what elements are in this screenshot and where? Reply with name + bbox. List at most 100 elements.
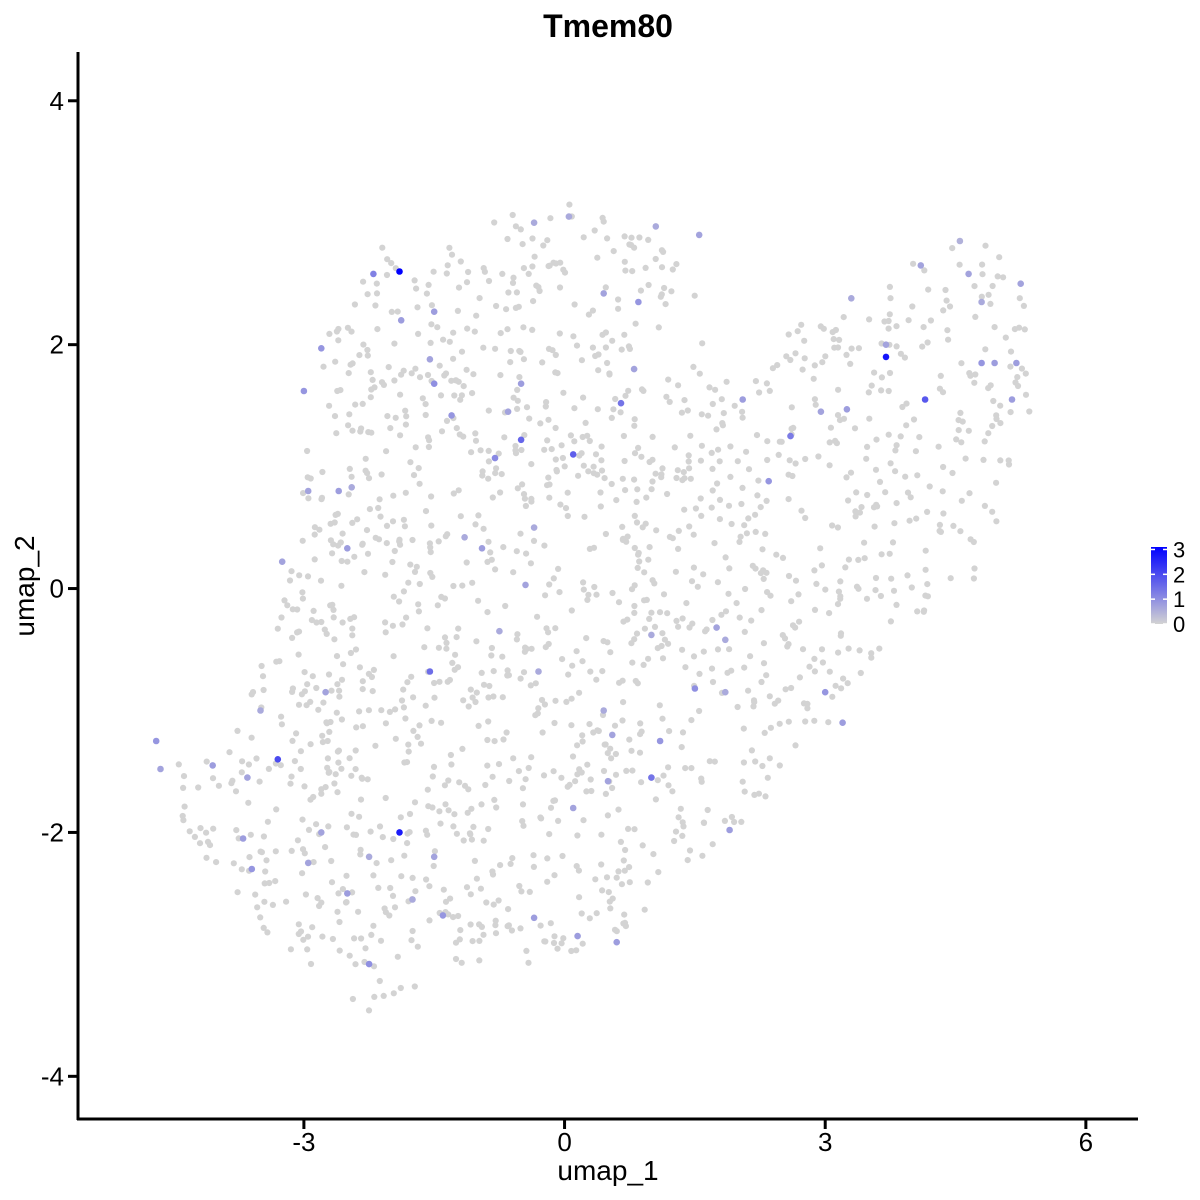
cell-point bbox=[633, 498, 640, 505]
cell-point bbox=[293, 730, 300, 737]
cell-point bbox=[438, 593, 445, 601]
cell-point bbox=[489, 494, 496, 501]
cell-point bbox=[497, 489, 504, 496]
cell-point bbox=[690, 531, 697, 538]
cell-point bbox=[853, 583, 861, 590]
cell-point bbox=[734, 703, 741, 711]
cell-point bbox=[353, 724, 360, 731]
cell-point bbox=[358, 425, 365, 432]
cell-point bbox=[409, 874, 416, 882]
colorbar bbox=[1151, 547, 1167, 624]
cell-point bbox=[294, 606, 301, 613]
cell-point bbox=[675, 623, 682, 630]
cell-point bbox=[847, 360, 854, 367]
expressing-cell-point bbox=[522, 581, 529, 589]
cell-point bbox=[750, 697, 758, 704]
cell-point bbox=[325, 671, 333, 678]
cell-point bbox=[378, 379, 386, 386]
cell-point bbox=[810, 375, 817, 382]
cell-point bbox=[452, 651, 459, 658]
cell-point bbox=[924, 593, 932, 600]
expressing-cell-point bbox=[478, 545, 486, 552]
cell-point bbox=[317, 577, 325, 584]
cell-point bbox=[325, 769, 332, 776]
cell-point bbox=[885, 325, 892, 332]
cell-point bbox=[379, 834, 386, 841]
cell-point bbox=[638, 779, 645, 786]
cell-point bbox=[427, 339, 434, 346]
cell-point bbox=[358, 935, 365, 942]
cell-point bbox=[528, 754, 535, 761]
cell-point bbox=[653, 527, 660, 534]
cell-point bbox=[740, 725, 747, 732]
cell-point bbox=[558, 774, 565, 781]
cell-point bbox=[957, 409, 964, 416]
cell-point bbox=[186, 828, 193, 835]
cell-point bbox=[482, 781, 489, 789]
cell-point bbox=[544, 878, 551, 885]
cell-point bbox=[590, 463, 597, 470]
cell-point bbox=[406, 829, 413, 836]
cell-point bbox=[445, 777, 452, 784]
cell-point bbox=[434, 324, 441, 331]
cell-point bbox=[436, 808, 443, 815]
cell-point bbox=[997, 457, 1004, 464]
cell-point bbox=[390, 990, 397, 997]
expressing-cell-point bbox=[397, 317, 405, 324]
cell-point bbox=[989, 282, 996, 290]
cell-point bbox=[944, 327, 951, 334]
y-tick-label: 2 bbox=[50, 330, 64, 360]
cell-point bbox=[543, 399, 550, 406]
cell-point bbox=[631, 416, 638, 423]
cell-point bbox=[383, 271, 391, 279]
cell-point bbox=[278, 721, 285, 728]
cell-point bbox=[460, 433, 467, 440]
cell-point bbox=[656, 702, 663, 709]
cell-point bbox=[845, 497, 852, 504]
cell-point bbox=[410, 472, 418, 479]
chart-title: Tmem80 bbox=[543, 8, 673, 44]
cell-point bbox=[840, 415, 848, 422]
cell-point bbox=[331, 636, 338, 643]
cell-point bbox=[709, 487, 716, 494]
cell-point bbox=[905, 317, 912, 324]
cell-point bbox=[819, 359, 826, 366]
cell-point bbox=[723, 378, 730, 385]
cell-point bbox=[590, 729, 597, 736]
cell-point bbox=[771, 700, 778, 707]
cell-point bbox=[864, 443, 871, 450]
cell-point bbox=[383, 448, 390, 455]
cell-point bbox=[610, 406, 617, 413]
cell-point bbox=[666, 728, 673, 735]
cell-point bbox=[245, 761, 252, 768]
cell-point bbox=[619, 717, 626, 724]
cell-point bbox=[679, 615, 686, 622]
cell-point bbox=[552, 456, 559, 463]
cell-point bbox=[400, 367, 407, 374]
cell-point bbox=[631, 602, 638, 610]
cell-point bbox=[659, 630, 666, 637]
cell-point bbox=[520, 669, 528, 676]
cell-point bbox=[234, 889, 241, 896]
cell-point bbox=[310, 607, 317, 615]
cell-point bbox=[679, 729, 687, 736]
cell-point bbox=[844, 680, 851, 687]
cell-point bbox=[445, 911, 452, 918]
cell-point bbox=[504, 326, 511, 333]
expressing-cell-point bbox=[691, 685, 699, 692]
cell-point bbox=[307, 475, 314, 482]
cell-point bbox=[310, 859, 317, 866]
cell-point bbox=[593, 676, 600, 683]
cell-point bbox=[792, 577, 800, 584]
expressing-cell-point bbox=[370, 270, 377, 278]
expressing-cell-point bbox=[344, 890, 351, 897]
cell-point bbox=[634, 564, 641, 572]
cell-point bbox=[1005, 461, 1013, 468]
cell-point bbox=[936, 521, 944, 529]
cell-point bbox=[417, 740, 425, 747]
cell-point bbox=[567, 432, 575, 439]
cell-point bbox=[467, 921, 474, 928]
cell-point bbox=[621, 911, 628, 918]
cell-point bbox=[635, 549, 642, 557]
cell-point bbox=[564, 512, 571, 520]
